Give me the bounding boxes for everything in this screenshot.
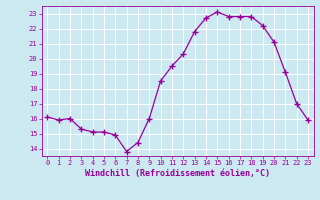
X-axis label: Windchill (Refroidissement éolien,°C): Windchill (Refroidissement éolien,°C): [85, 169, 270, 178]
